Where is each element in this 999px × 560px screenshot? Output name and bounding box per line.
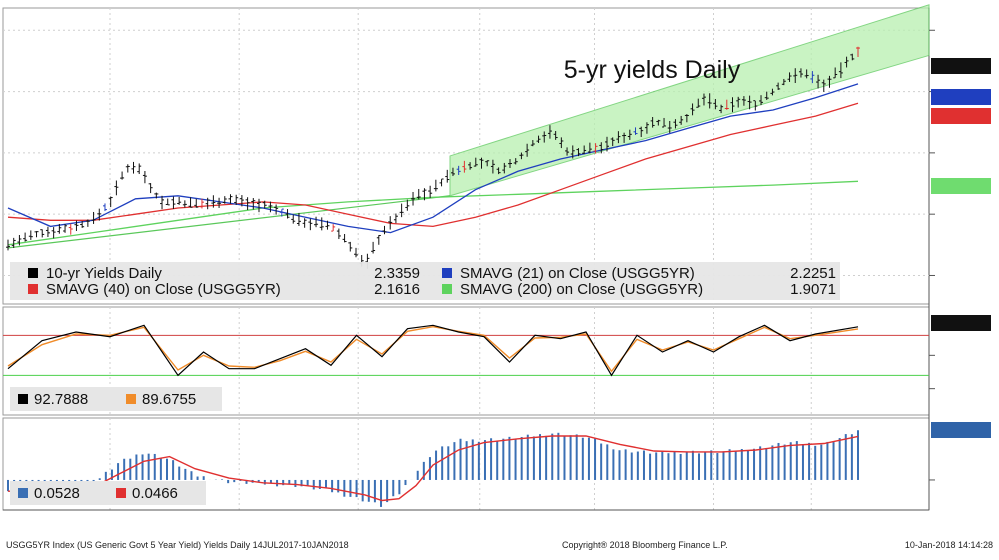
legend-value: 2.2251	[790, 265, 836, 282]
macd-hist-swatch	[18, 488, 28, 498]
stoch-legend	[10, 387, 222, 411]
value-tag-bg	[931, 108, 991, 124]
stoch-k-value: 92.7888	[34, 391, 88, 408]
legend-label: 10-yr Yields Daily	[46, 265, 162, 282]
price-legend	[10, 262, 840, 300]
stoch-d-value: 89.6755	[142, 391, 196, 408]
legend-label: SMAVG (200) on Close (USGG5YR)	[460, 281, 703, 298]
sma40-line	[7, 102, 859, 228]
stoch-k-swatch	[18, 394, 28, 404]
legend-item-sma200: SMAVG (200) on Close (USGG5YR) 1.9071	[442, 281, 836, 298]
legend-label: SMAVG (21) on Close (USGG5YR)	[460, 265, 695, 282]
value-tag-bg	[931, 178, 991, 194]
chart-title: 5-yr yields Daily	[564, 56, 741, 84]
footer-right: 10-Jan-2018 14:14:28	[905, 540, 993, 550]
legend-item-10yr: 10-yr Yields Daily 2.3359	[28, 265, 420, 282]
macd-signal-value: 0.0466	[132, 485, 178, 502]
legend-value: 1.9071	[790, 281, 836, 298]
value-tag-bg	[931, 315, 991, 331]
value-tag-bg	[931, 89, 991, 105]
macd-hist-value: 0.0528	[34, 485, 80, 502]
sma200-line	[7, 180, 859, 246]
legend-value: 2.3359	[374, 265, 420, 282]
stoch-d-swatch	[126, 394, 136, 404]
macd-signal-swatch	[116, 488, 126, 498]
trend-channel	[449, 4, 930, 197]
legend-value: 2.1616	[374, 281, 420, 298]
sma21-line	[7, 83, 859, 234]
value-tag-bg	[931, 58, 991, 74]
legend-label: SMAVG (40) on Close (USGG5YR)	[46, 281, 281, 298]
macd-legend	[10, 481, 206, 505]
value-tag-bg	[931, 422, 991, 438]
legend-item-sma40: SMAVG (40) on Close (USGG5YR) 2.1616	[28, 281, 420, 298]
legend-item-sma21: SMAVG (21) on Close (USGG5YR) 2.2251	[442, 265, 836, 282]
footer-left: USGG5YR Index (US Generic Govt 5 Year Yi…	[6, 540, 349, 550]
support-trendline	[7, 195, 451, 249]
stoch-k-line	[7, 324, 859, 377]
macd-signal-line	[8, 435, 859, 502]
footer-middle: Copyright® 2018 Bloomberg Finance L.P.	[562, 540, 728, 550]
